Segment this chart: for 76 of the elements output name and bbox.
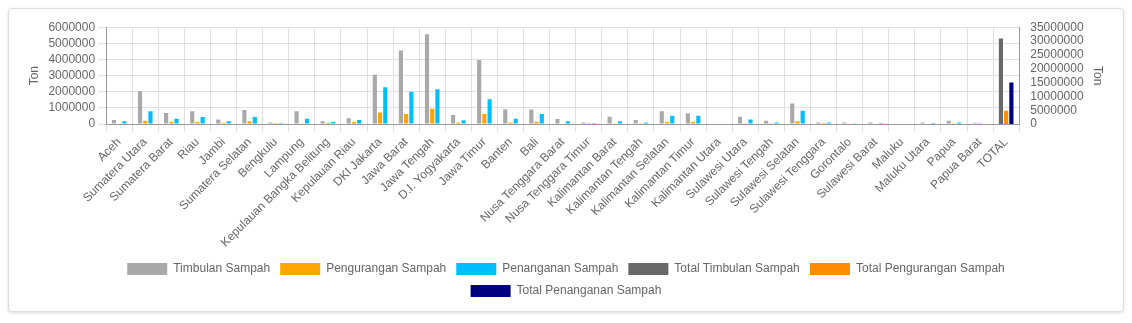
bar [659, 111, 664, 124]
bar [137, 91, 143, 124]
bar [252, 116, 257, 124]
bar [111, 120, 117, 124]
bar [200, 116, 205, 124]
bar [247, 121, 252, 124]
y-tick-label: 4000000 [48, 51, 96, 66]
y-tick-label: 1000000 [48, 100, 96, 115]
legend-label: Total Penanganan Sampah [516, 283, 662, 298]
bar [190, 111, 195, 124]
y2-tick-label: 25000000 [1030, 47, 1084, 62]
bar [174, 118, 179, 124]
bar [357, 119, 362, 124]
bar [529, 109, 534, 124]
bar [242, 110, 247, 124]
bar [430, 108, 435, 124]
bar [372, 74, 377, 124]
bar [461, 120, 466, 124]
y2-tick-label: 30000000 [1030, 33, 1084, 48]
bar [404, 114, 409, 124]
bar [487, 99, 492, 124]
y-tick-label: 2000000 [48, 84, 96, 99]
bar [790, 103, 795, 124]
bar [539, 114, 544, 124]
bar [795, 121, 800, 124]
y-axis-title: Ton [26, 65, 41, 86]
y2-tick-label: 0 [1030, 116, 1038, 131]
bar [477, 59, 482, 124]
bar [513, 118, 518, 124]
bar [617, 121, 623, 124]
y2-tick-label: 10000000 [1030, 88, 1084, 103]
bar [607, 116, 612, 124]
bar [383, 87, 388, 124]
y2-axis-title: Ton [1091, 65, 1106, 86]
bar [555, 119, 560, 124]
bar [435, 89, 440, 124]
bar [565, 121, 570, 124]
bar [148, 111, 153, 124]
bar [503, 109, 508, 124]
bar [800, 110, 805, 124]
legend-label: Total Timbulan Sampah [674, 261, 800, 276]
bar [304, 118, 310, 124]
y-tick-label: 6000000 [48, 19, 96, 34]
y-tick-label: 5000000 [48, 35, 96, 50]
y-tick-label: 3000000 [48, 67, 96, 82]
bar [685, 113, 690, 124]
legend-label: Pengurangan Sampah [326, 261, 447, 276]
legend-label: Timbulan Sampah [173, 261, 271, 276]
bar [424, 34, 430, 124]
legend-label: Total Pengurangan Sampah [855, 261, 1005, 276]
bar [451, 115, 456, 124]
bar [346, 118, 351, 124]
bar [409, 91, 414, 124]
legend-label: Penanganan Sampah [502, 261, 619, 276]
bar [633, 119, 638, 124]
bar [377, 112, 383, 124]
bar [764, 120, 769, 124]
bar [164, 112, 169, 124]
y2-tick-label: 5000000 [1030, 102, 1078, 117]
bar [122, 121, 127, 124]
bar [737, 116, 743, 124]
bar [482, 114, 487, 124]
bar [294, 111, 299, 124]
bar [748, 119, 753, 124]
bar [143, 120, 148, 124]
bar [320, 121, 325, 124]
bar [226, 121, 231, 124]
y-tick-label: 0 [88, 116, 96, 131]
bar [946, 120, 951, 124]
bar [696, 115, 701, 124]
y2-tick-label: 20000000 [1030, 61, 1084, 76]
bar [670, 115, 675, 124]
y2-tick-label: 35000000 [1030, 19, 1084, 34]
bar [216, 119, 221, 124]
y2-tick-label: 15000000 [1030, 74, 1084, 89]
bar [398, 50, 403, 124]
